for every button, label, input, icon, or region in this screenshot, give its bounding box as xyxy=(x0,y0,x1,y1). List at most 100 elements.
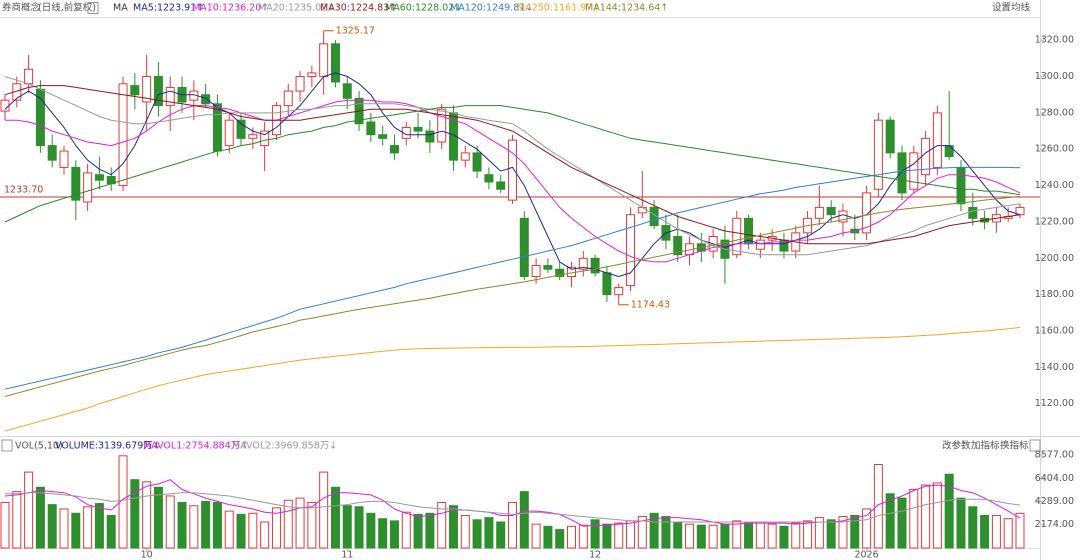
legend-entry: MA20:1235.02↓ xyxy=(258,3,335,14)
candle-body xyxy=(366,121,376,136)
volume-bar xyxy=(177,501,187,549)
volume-bar xyxy=(685,523,695,549)
candle-body xyxy=(944,145,954,158)
volume-bar xyxy=(944,473,954,549)
candle-body xyxy=(71,166,81,201)
panel-button[interactable]: 加指标 xyxy=(971,440,1000,452)
volume-bar xyxy=(271,507,281,549)
candle-body xyxy=(425,130,435,143)
settings-button[interactable]: 设置均线 xyxy=(992,2,1031,14)
volume-bar xyxy=(59,508,69,549)
legend-entry: MAVOL1:2754.884万↑ xyxy=(143,441,248,452)
volume-bar xyxy=(909,488,919,549)
candle-body xyxy=(673,235,683,256)
candle-body xyxy=(755,239,765,250)
ma-line xyxy=(5,492,1021,523)
panel-button[interactable]: 换指标 xyxy=(1000,440,1029,452)
volume-bar xyxy=(1003,518,1013,549)
volume-bar xyxy=(850,514,860,549)
candle-body xyxy=(838,210,848,223)
volume-bar xyxy=(283,499,293,549)
volume-bar xyxy=(744,522,754,549)
volume-bar xyxy=(437,501,447,549)
help-icon[interactable] xyxy=(1,439,13,452)
candle-body xyxy=(472,152,482,172)
candle-body xyxy=(224,119,234,147)
y-tick-label: 1300.00 xyxy=(1035,71,1074,82)
volume-bar xyxy=(1015,512,1025,549)
x-tick-label: 10 xyxy=(141,550,153,560)
volume-label: VOLUME:3139.679万↓ xyxy=(55,441,161,452)
candle-body xyxy=(142,76,152,103)
volume-bar xyxy=(307,501,317,549)
volume-bar xyxy=(236,513,246,549)
candle-body xyxy=(826,206,836,216)
volume-bar xyxy=(165,495,175,549)
ma-line xyxy=(4,76,1021,256)
volume-bar xyxy=(83,506,93,549)
volume-bar xyxy=(838,516,848,549)
volume-bar xyxy=(814,517,824,549)
volume-bar xyxy=(342,505,352,549)
candle-body xyxy=(897,152,907,194)
candle-body xyxy=(873,119,883,190)
legend-entry: MA250:1161.97↑ xyxy=(517,3,600,14)
y-tick-label: 8577.00 xyxy=(1035,450,1074,461)
ma-line xyxy=(5,99,1021,263)
candle-body xyxy=(626,214,636,287)
volume-bar xyxy=(212,501,222,549)
max-label: 1325.17 xyxy=(336,25,375,36)
help-icon[interactable] xyxy=(87,2,99,14)
volume-bar xyxy=(932,482,942,549)
candle-body xyxy=(295,76,305,92)
volume-bar xyxy=(35,486,45,549)
candle-body xyxy=(24,68,34,85)
volume-bar xyxy=(153,486,163,549)
volume-bar xyxy=(378,518,388,549)
volume-bar xyxy=(448,505,458,549)
candle-body xyxy=(47,145,57,161)
volume-bar xyxy=(484,517,494,549)
ma-line xyxy=(4,326,1021,432)
volume-bar xyxy=(508,501,517,549)
close-icon[interactable] xyxy=(1029,439,1041,452)
candle-body xyxy=(59,150,69,168)
candle-body xyxy=(578,257,588,270)
candle-body xyxy=(236,119,246,139)
candle-body xyxy=(885,119,895,154)
volume-bar xyxy=(626,520,636,549)
y-tick-label: 1140.00 xyxy=(1035,362,1074,373)
candle-body xyxy=(283,90,293,107)
chart-subtitle: (日线,前复权) xyxy=(38,2,96,14)
volume-bar xyxy=(531,523,541,549)
volume-bar xyxy=(897,497,907,549)
volume-bar xyxy=(755,521,765,549)
panel-button[interactable]: 改参数 xyxy=(942,440,971,452)
candle-body xyxy=(508,139,517,201)
volume-bar xyxy=(543,525,553,549)
volume-bar xyxy=(71,512,81,549)
y-tick-label: 1240.00 xyxy=(1035,180,1074,191)
candle-body xyxy=(389,145,399,154)
volume-bar xyxy=(425,512,435,549)
volume-bar xyxy=(791,522,801,549)
volume-title: VOL(5,10) xyxy=(15,441,63,452)
volume-bar xyxy=(189,505,199,549)
volume-bar xyxy=(142,481,152,549)
candle-body xyxy=(932,112,942,168)
candle-body xyxy=(153,76,163,107)
candle-body xyxy=(165,86,175,107)
volume-bar xyxy=(248,512,258,549)
volume-bar xyxy=(472,519,482,549)
y-tick-label: 1320.00 xyxy=(1035,35,1074,46)
candle-body xyxy=(909,152,919,190)
candle-body xyxy=(83,172,93,203)
legend-entry: MA60:1228.02↓ xyxy=(385,3,462,14)
volume-bar xyxy=(24,471,34,549)
candle-body xyxy=(330,43,340,83)
ma-line xyxy=(4,72,1021,278)
ma-line xyxy=(4,196,1021,397)
y-tick-label: 1220.00 xyxy=(1035,216,1074,227)
candle-body xyxy=(637,206,647,214)
